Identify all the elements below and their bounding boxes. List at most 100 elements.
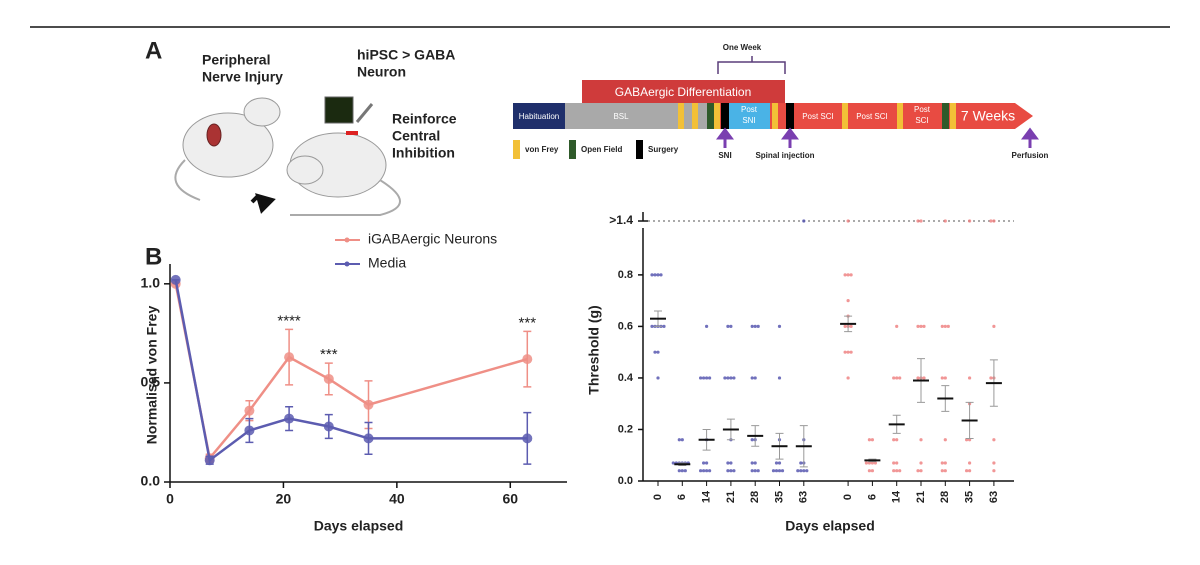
point (756, 324, 760, 329)
point (867, 438, 872, 442)
point (895, 324, 899, 329)
y-axis-label: Threshold (g) (586, 305, 602, 394)
x-tick-label: 63 (988, 491, 1000, 503)
point (726, 469, 730, 473)
y-tick-label: 0.4 (618, 372, 634, 384)
point (753, 324, 757, 329)
panel-label: B (145, 243, 162, 270)
point (849, 350, 853, 354)
point (992, 438, 996, 442)
point (756, 469, 760, 473)
point (843, 324, 847, 329)
legend-label: Surgery (648, 145, 679, 154)
point (750, 469, 754, 473)
point (940, 461, 944, 465)
phase-label: 7 Weeks (961, 108, 1015, 124)
caption: Central (392, 128, 440, 144)
x-tick-label: 20 (276, 491, 292, 507)
y-tick-label: 0.5 (141, 374, 161, 390)
point (946, 324, 950, 329)
point (726, 461, 730, 465)
y-tick-label: 0.6 (618, 320, 633, 332)
point (992, 469, 996, 473)
point (846, 376, 850, 380)
point (753, 469, 757, 473)
panel-label: A (145, 37, 162, 64)
y-tick-label: 0.0 (141, 473, 161, 489)
point (895, 469, 899, 473)
legend-label: von Frey (525, 145, 559, 154)
point (919, 438, 923, 442)
x-axis-label: Days elapsed (314, 518, 404, 534)
point (849, 273, 853, 277)
point (650, 324, 654, 329)
point (750, 461, 754, 465)
mice-illustration (174, 96, 401, 216)
point (992, 324, 996, 329)
point (895, 461, 899, 465)
point (940, 324, 944, 329)
point (244, 405, 255, 416)
legend-label: Open Field (581, 145, 622, 154)
point (892, 438, 896, 442)
annotation: **** (277, 312, 301, 329)
event-label: SNI (718, 151, 731, 160)
y-tick-label: 0.2 (618, 423, 633, 435)
point (968, 376, 972, 380)
legend-marker (344, 237, 350, 243)
x-tick-label: 40 (389, 491, 405, 507)
y-tick-label: 0.0 (618, 475, 633, 487)
point (662, 324, 666, 329)
point (943, 469, 947, 473)
point (771, 469, 776, 473)
point (702, 461, 706, 465)
point (943, 461, 947, 465)
point (849, 324, 853, 329)
axis-break (638, 212, 648, 222)
point (323, 373, 334, 384)
point (777, 376, 782, 380)
point (895, 376, 899, 380)
point (867, 469, 872, 473)
point (774, 461, 779, 465)
point (522, 354, 533, 365)
point (892, 461, 896, 465)
caption: Peripheral (202, 52, 270, 68)
point (170, 274, 181, 285)
point (363, 433, 374, 444)
point (729, 469, 733, 473)
point (846, 273, 850, 277)
point (846, 219, 850, 223)
caption: Neuron (357, 64, 406, 80)
point (919, 219, 923, 223)
point (968, 469, 972, 473)
point (922, 324, 926, 329)
y-axis-label: Normalised von Frey (144, 306, 160, 445)
point (846, 350, 850, 354)
point (916, 376, 920, 380)
point (729, 324, 733, 329)
point (780, 469, 785, 473)
point (864, 461, 869, 465)
point (777, 469, 782, 473)
point (943, 219, 947, 223)
point (653, 273, 657, 277)
point (796, 469, 800, 473)
point (753, 376, 757, 380)
point (680, 469, 684, 473)
point (870, 469, 875, 473)
point (680, 438, 684, 442)
bracket-label: One Week (723, 43, 762, 52)
annotation: *** (320, 346, 338, 363)
caption: Reinforce (392, 111, 457, 127)
point (799, 461, 803, 465)
x-tick-label: 35 (964, 491, 976, 503)
point (753, 461, 757, 465)
x-tick-label: 0 (652, 494, 664, 500)
point (284, 352, 295, 363)
point (892, 469, 896, 473)
x-tick-label: 6 (866, 494, 878, 500)
point (705, 324, 709, 329)
phase-label: Habituation (519, 112, 559, 121)
